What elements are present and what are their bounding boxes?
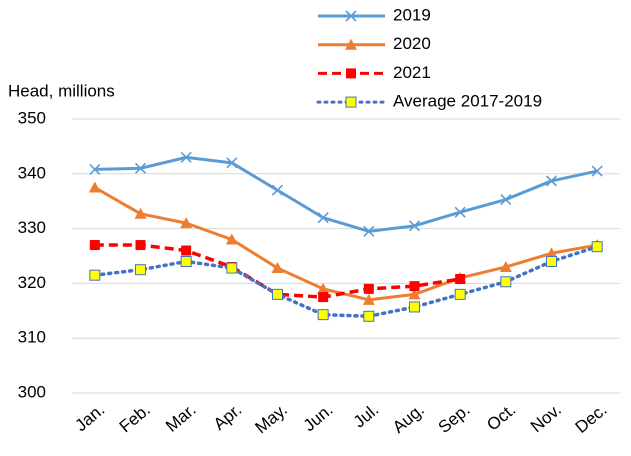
x-tick-label: Jul. [350,400,382,432]
y-tick-label: 300 [18,382,46,401]
data-point [89,240,100,251]
x-tick-label: Oct. [483,400,519,435]
data-point [591,165,603,177]
data-point [500,193,512,206]
series-line [94,155,598,233]
legend-label: 2019 [393,5,431,24]
x-tick-label: Dec. [572,400,611,437]
y-tick-label: 320 [18,273,46,292]
y-tick-label: 340 [18,163,46,182]
data-point [272,288,283,300]
data-point [271,184,284,196]
data-point [591,241,603,253]
data-point [88,181,101,193]
data-point [499,260,512,272]
data-point [180,151,192,163]
data-point [271,262,284,274]
y-tick-label: 310 [18,328,46,347]
data-point [134,207,147,219]
data-point [135,264,146,276]
data-point [409,281,420,292]
x-tick-label: Apr. [210,400,245,434]
data-point [363,283,374,294]
series-line [94,186,598,302]
legend-label: 2021 [393,63,431,82]
legend-marker [345,38,357,50]
data-point [408,288,421,300]
legend-label: Average 2017-2019 [393,92,542,111]
x-tick-label: Sep. [435,400,474,437]
data-point [89,269,101,281]
data-point [89,163,101,175]
data-point [362,293,375,305]
data-point [225,233,238,245]
data-point [545,247,558,259]
legend-label: 2020 [393,34,431,53]
series-line [94,243,461,299]
data-point [226,157,238,169]
x-tick-label: Jan. [71,400,108,435]
x-tick-label: Jun. [300,400,337,435]
data-point [180,217,193,229]
data-point [317,309,329,321]
data-point [363,310,375,322]
x-tick-label: Nov. [527,400,565,436]
data-point [408,220,421,232]
data-point [181,245,192,256]
x-tick-label: Mar. [162,400,200,436]
legend-marker [345,10,357,22]
data-point [363,225,375,237]
legend-marker [346,68,356,79]
data-point [318,292,329,303]
y-axis-label: Head, millions [8,81,115,100]
data-point [546,255,557,267]
data-point [454,288,466,300]
data-point [545,175,558,187]
x-tick-label: May. [251,400,290,437]
x-tick-label: Aug. [389,400,428,437]
data-point [317,282,330,294]
series-line [93,244,599,319]
data-point [180,255,192,267]
x-tick-label: Feb. [116,400,154,436]
data-point [455,274,466,285]
data-point [226,262,238,274]
data-point [454,206,466,218]
data-point [409,301,420,313]
y-tick-label: 330 [18,218,46,237]
y-tick-label: 350 [18,108,46,127]
data-point [134,162,147,174]
legend-marker [345,96,357,108]
data-point [500,276,512,288]
data-point [135,240,146,251]
data-point [317,212,329,224]
